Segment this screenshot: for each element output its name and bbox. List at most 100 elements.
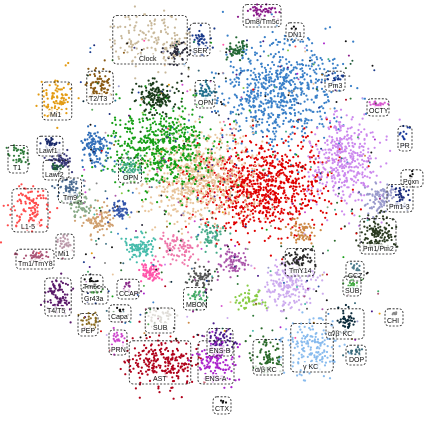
point bbox=[102, 168, 105, 171]
point bbox=[203, 187, 206, 190]
point bbox=[291, 91, 294, 94]
point bbox=[266, 63, 270, 67]
point bbox=[146, 130, 149, 133]
point bbox=[338, 149, 341, 152]
point bbox=[102, 145, 105, 148]
point bbox=[143, 243, 146, 246]
point bbox=[131, 127, 135, 130]
point bbox=[159, 117, 163, 120]
point bbox=[287, 223, 290, 226]
point bbox=[238, 301, 242, 304]
point bbox=[214, 230, 217, 233]
point bbox=[179, 123, 182, 126]
point bbox=[219, 121, 222, 124]
point bbox=[227, 204, 230, 207]
point bbox=[169, 163, 172, 166]
point bbox=[173, 203, 176, 207]
point bbox=[341, 142, 344, 145]
point bbox=[150, 208, 153, 211]
point bbox=[119, 25, 122, 28]
point bbox=[215, 185, 218, 188]
point bbox=[89, 204, 92, 207]
point bbox=[161, 83, 164, 86]
point bbox=[323, 111, 326, 114]
point bbox=[327, 189, 330, 193]
point bbox=[255, 123, 258, 126]
point bbox=[319, 209, 322, 212]
point bbox=[209, 154, 213, 157]
point bbox=[112, 132, 115, 135]
cluster-points bbox=[73, 199, 119, 241]
point bbox=[302, 227, 305, 230]
point bbox=[348, 222, 351, 225]
point bbox=[169, 116, 172, 119]
point bbox=[164, 95, 167, 98]
point bbox=[198, 137, 201, 140]
point bbox=[253, 78, 256, 81]
point bbox=[113, 203, 116, 206]
point bbox=[219, 233, 222, 236]
point bbox=[332, 113, 336, 116]
point bbox=[152, 237, 155, 240]
point bbox=[176, 238, 179, 241]
point bbox=[173, 160, 176, 163]
point bbox=[248, 104, 251, 107]
point bbox=[192, 202, 195, 205]
point bbox=[269, 144, 272, 147]
point bbox=[358, 145, 361, 148]
point bbox=[242, 261, 245, 264]
point bbox=[283, 173, 286, 176]
point bbox=[232, 179, 235, 182]
point bbox=[157, 71, 160, 74]
point bbox=[317, 139, 320, 143]
point bbox=[326, 174, 329, 177]
point bbox=[147, 277, 150, 280]
point bbox=[281, 218, 284, 221]
point bbox=[304, 163, 307, 166]
point bbox=[187, 166, 190, 169]
point bbox=[164, 131, 167, 134]
point bbox=[70, 203, 73, 206]
point bbox=[321, 279, 324, 282]
point bbox=[239, 257, 242, 260]
point bbox=[215, 208, 218, 211]
point bbox=[198, 118, 201, 121]
point bbox=[278, 41, 282, 44]
point bbox=[160, 124, 163, 127]
point bbox=[180, 245, 183, 248]
point bbox=[240, 103, 244, 106]
point bbox=[154, 47, 157, 51]
point bbox=[206, 195, 209, 198]
point bbox=[292, 192, 295, 195]
point bbox=[241, 107, 244, 110]
point bbox=[110, 46, 113, 49]
point bbox=[161, 178, 164, 181]
point bbox=[106, 167, 109, 170]
point bbox=[247, 263, 250, 266]
point bbox=[134, 155, 137, 159]
point bbox=[228, 206, 231, 209]
point bbox=[217, 161, 221, 164]
point bbox=[287, 80, 290, 83]
point bbox=[109, 223, 112, 226]
point bbox=[250, 90, 254, 93]
point bbox=[257, 174, 260, 177]
point bbox=[176, 149, 179, 152]
point bbox=[264, 98, 267, 101]
point bbox=[81, 141, 84, 144]
point bbox=[140, 91, 143, 94]
point bbox=[224, 196, 227, 199]
point bbox=[283, 190, 286, 193]
point bbox=[301, 125, 304, 128]
point bbox=[277, 204, 280, 207]
point bbox=[143, 154, 146, 157]
point bbox=[148, 180, 151, 183]
point bbox=[273, 156, 276, 159]
point bbox=[210, 288, 213, 291]
point bbox=[250, 264, 253, 267]
point bbox=[327, 99, 330, 102]
point bbox=[233, 215, 236, 219]
point bbox=[248, 164, 251, 167]
point bbox=[270, 13, 273, 16]
point bbox=[251, 77, 254, 81]
